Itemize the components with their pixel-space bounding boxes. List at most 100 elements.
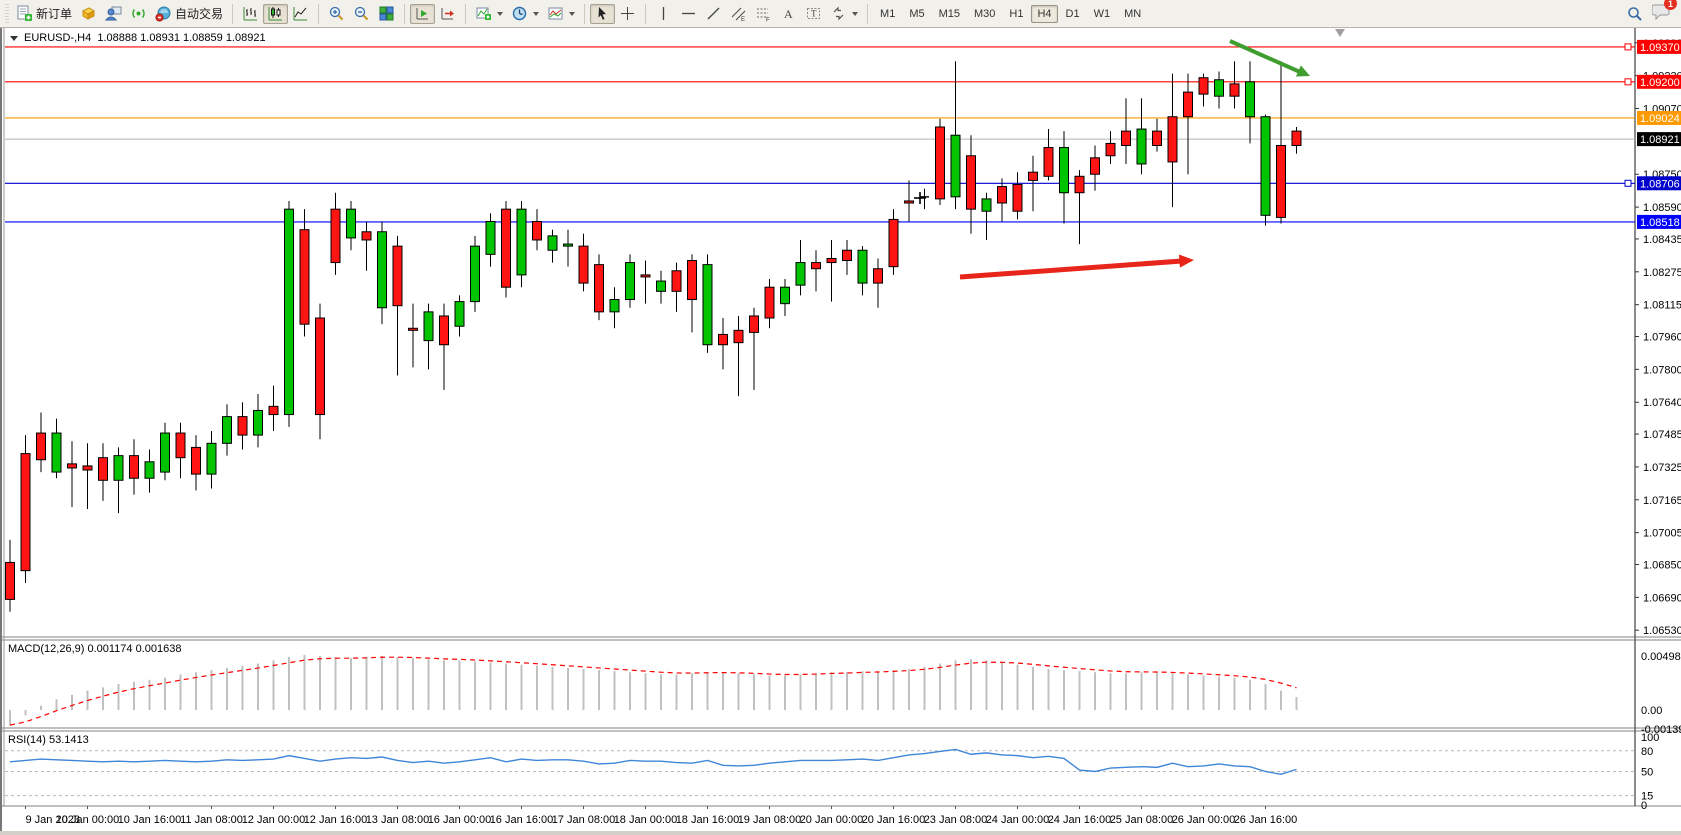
timeframe-mn[interactable]: MN [1124, 7, 1142, 20]
chart-canvas[interactable]: 1.093901.092301.090701.087501.085901.084… [2, 28, 1681, 835]
timeframe-m15[interactable]: M15 [938, 7, 960, 20]
candle [1152, 118, 1162, 152]
channel-icon: E [731, 7, 746, 22]
candle [470, 235, 480, 312]
separator [465, 3, 467, 24]
dropdown-caret [569, 11, 576, 16]
news-button[interactable] [126, 4, 151, 24]
horizontal-line-tool[interactable] [676, 4, 701, 24]
candle [609, 287, 620, 329]
candle [144, 449, 155, 493]
line-handle[interactable] [1624, 179, 1632, 187]
toolbar-grip [5, 3, 9, 24]
notifications-button[interactable]: 1 [1651, 0, 1677, 25]
line-chart-button[interactable] [288, 4, 313, 24]
chart-shift-marker[interactable] [1335, 29, 1345, 37]
candle [160, 422, 170, 481]
fibonacci-tool[interactable]: F [751, 4, 776, 24]
timeframe-h4[interactable]: H4 [1031, 4, 1058, 23]
red-arrow[interactable] [959, 258, 1183, 280]
new-order-button[interactable]: 新订单 [12, 4, 76, 24]
candle [1229, 61, 1240, 109]
indicators-button[interactable] [471, 4, 507, 24]
rsi-axis-label: 0 [1641, 800, 1647, 812]
price-badge [1637, 39, 1681, 54]
date-label: 24 Jan 00:00 [986, 814, 1050, 826]
candle [904, 180, 914, 222]
auto-trading-button[interactable]: 自动交易 [151, 4, 227, 24]
market-icon [81, 7, 96, 20]
candle [1167, 73, 1178, 208]
rsi-level-label: 15 [1641, 791, 1653, 803]
green-arrow[interactable] [1229, 39, 1301, 74]
date-label: 26 Jan 00:00 [1172, 814, 1236, 826]
search-icon[interactable] [1626, 5, 1644, 23]
candle [1028, 155, 1038, 212]
macd-signal-line [9, 656, 1297, 726]
date-label: 9 Jan 2023 [26, 814, 80, 826]
bar-chart-button[interactable] [238, 4, 263, 24]
timeframe-m30[interactable]: M30 [974, 7, 996, 20]
price-tick-label: 1.07640 [1643, 397, 1681, 409]
price-badge-label: 1.08706 [1640, 178, 1680, 190]
date-label: 20 Jan 16:00 [862, 814, 926, 826]
crosshair-tool-button[interactable] [615, 4, 640, 24]
window-edge [0, 831, 1681, 835]
channel-tool[interactable]: E [726, 4, 751, 24]
vertical-line-tool[interactable] [651, 4, 676, 24]
market-watch-button[interactable] [76, 4, 101, 24]
timeframe-d1[interactable]: D1 [1065, 7, 1080, 20]
tile-windows-button[interactable] [374, 4, 399, 24]
periods-button[interactable] [507, 4, 543, 24]
indicators-icon [476, 7, 492, 20]
candle [454, 295, 465, 337]
arrows-tool[interactable] [826, 4, 862, 24]
zoom-in-button[interactable] [324, 4, 349, 24]
auto-scroll-button[interactable] [410, 3, 436, 24]
zoom-out-button[interactable] [349, 4, 374, 24]
red-arrow-head [1178, 254, 1194, 268]
price-tick-label: 1.07325 [1643, 462, 1681, 474]
templates-button[interactable] [543, 4, 579, 24]
chart-shift-icon [441, 8, 455, 20]
price-tick-label: 1.07960 [1643, 332, 1681, 344]
text-icon: A [784, 7, 793, 21]
line-handle[interactable] [1624, 43, 1632, 51]
macd-axis-label: 0.004987 [1641, 651, 1681, 663]
candle [1090, 145, 1100, 191]
fibonacci-icon: F [757, 8, 770, 22]
crosshair-icon [621, 7, 635, 20]
candle [51, 418, 62, 479]
candle [98, 443, 108, 501]
timeframe-m1[interactable]: M1 [880, 7, 896, 20]
price-tick-label: 1.06690 [1643, 592, 1681, 604]
candle [1043, 129, 1054, 181]
price-tick-label: 1.07485 [1643, 429, 1681, 441]
candle [1074, 170, 1085, 245]
separator [584, 3, 586, 24]
price-badge-label: 1.09370 [1640, 42, 1680, 54]
text-label-tool[interactable]: T [801, 4, 826, 24]
strategy-tester-button[interactable] [101, 4, 126, 24]
one-click-trading-toggle[interactable] [10, 35, 18, 41]
date-label: 25 Jan 08:00 [1110, 814, 1174, 826]
trendline-tool[interactable] [701, 4, 726, 24]
candle [377, 221, 387, 325]
cursor-tool-button[interactable] [590, 3, 616, 24]
line-handle[interactable] [1624, 78, 1632, 86]
timeframe-w1[interactable]: W1 [1093, 7, 1111, 20]
timeframe-m5[interactable]: M5 [909, 7, 925, 20]
timeframe-h1[interactable]: H1 [1009, 7, 1024, 20]
toolbar: 新订单 [0, 0, 1681, 28]
cursor-icon [598, 7, 607, 20]
chart-shift-button[interactable] [435, 4, 460, 24]
candle [532, 209, 542, 251]
date-label: 18 Jan 00:00 [614, 814, 678, 826]
candle [1291, 127, 1302, 154]
text-tool[interactable]: A [776, 4, 801, 24]
candlestick-chart-button[interactable] [263, 3, 289, 24]
dropdown-caret [852, 11, 859, 16]
date-label: 23 Jan 08:00 [924, 814, 988, 826]
date-label: 16 Jan 16:00 [490, 814, 554, 826]
